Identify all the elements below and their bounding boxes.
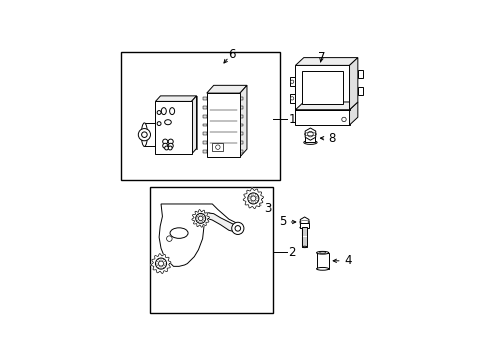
Bar <box>295 110 349 125</box>
Text: 4: 4 <box>344 254 351 267</box>
Bar <box>240 132 243 135</box>
Circle shape <box>168 143 173 148</box>
Circle shape <box>235 226 241 231</box>
Ellipse shape <box>165 123 171 147</box>
Bar <box>290 94 295 103</box>
Bar <box>240 123 243 126</box>
Ellipse shape <box>165 120 172 125</box>
Polygon shape <box>155 96 196 102</box>
Ellipse shape <box>300 226 309 229</box>
Text: 8: 8 <box>328 132 336 145</box>
Text: 3: 3 <box>265 202 272 216</box>
Bar <box>240 106 243 109</box>
Circle shape <box>167 236 172 242</box>
Circle shape <box>163 139 168 144</box>
Circle shape <box>196 213 206 223</box>
Circle shape <box>155 258 167 269</box>
Bar <box>317 253 329 269</box>
Polygon shape <box>295 102 358 110</box>
Bar <box>302 71 343 104</box>
Bar <box>203 123 207 126</box>
Text: 6: 6 <box>228 48 236 61</box>
Bar <box>240 141 243 144</box>
Polygon shape <box>207 85 247 93</box>
Circle shape <box>248 193 259 204</box>
Circle shape <box>198 216 203 221</box>
Bar <box>203 115 207 118</box>
Bar <box>240 115 243 118</box>
Polygon shape <box>151 254 171 274</box>
Polygon shape <box>192 96 196 154</box>
Bar <box>305 134 316 143</box>
Bar <box>207 93 240 157</box>
Ellipse shape <box>170 228 188 238</box>
Bar <box>240 150 243 153</box>
Polygon shape <box>201 212 239 232</box>
Circle shape <box>342 117 346 122</box>
Bar <box>203 97 207 100</box>
Bar <box>290 77 295 86</box>
Bar <box>212 143 223 151</box>
Bar <box>121 51 280 180</box>
Bar <box>150 187 273 314</box>
Ellipse shape <box>317 267 329 270</box>
Ellipse shape <box>304 140 317 144</box>
Circle shape <box>159 261 164 266</box>
Circle shape <box>163 143 168 148</box>
Text: 5: 5 <box>279 216 286 229</box>
Text: 2: 2 <box>289 246 296 259</box>
Bar <box>358 87 364 95</box>
Circle shape <box>168 139 173 144</box>
Circle shape <box>138 129 150 141</box>
Ellipse shape <box>302 246 307 248</box>
Polygon shape <box>295 58 358 66</box>
Bar <box>203 106 207 109</box>
Polygon shape <box>349 102 358 125</box>
Ellipse shape <box>170 108 174 114</box>
Polygon shape <box>349 58 358 110</box>
Circle shape <box>168 146 172 150</box>
Circle shape <box>216 145 220 149</box>
Bar <box>203 150 207 153</box>
Bar <box>300 222 309 228</box>
Ellipse shape <box>161 108 166 114</box>
Bar <box>161 96 196 149</box>
Circle shape <box>157 111 161 114</box>
Circle shape <box>291 80 294 84</box>
Polygon shape <box>192 210 209 227</box>
Circle shape <box>165 146 169 150</box>
Circle shape <box>291 97 294 100</box>
Bar <box>145 123 168 147</box>
Ellipse shape <box>317 251 329 254</box>
Polygon shape <box>243 188 264 208</box>
Polygon shape <box>305 128 316 140</box>
Bar <box>240 97 243 100</box>
Polygon shape <box>300 217 309 227</box>
Bar <box>358 70 364 78</box>
Circle shape <box>157 122 161 126</box>
Text: 7: 7 <box>318 50 325 64</box>
Circle shape <box>142 132 147 138</box>
Circle shape <box>308 131 313 137</box>
Circle shape <box>232 222 244 234</box>
Bar <box>203 141 207 144</box>
Bar <box>203 132 207 135</box>
Bar <box>302 227 307 247</box>
Circle shape <box>251 196 256 201</box>
Bar <box>295 66 349 110</box>
Ellipse shape <box>141 123 147 147</box>
Bar <box>155 102 192 154</box>
Text: 1: 1 <box>289 113 296 126</box>
Polygon shape <box>240 85 247 157</box>
Polygon shape <box>159 204 237 266</box>
